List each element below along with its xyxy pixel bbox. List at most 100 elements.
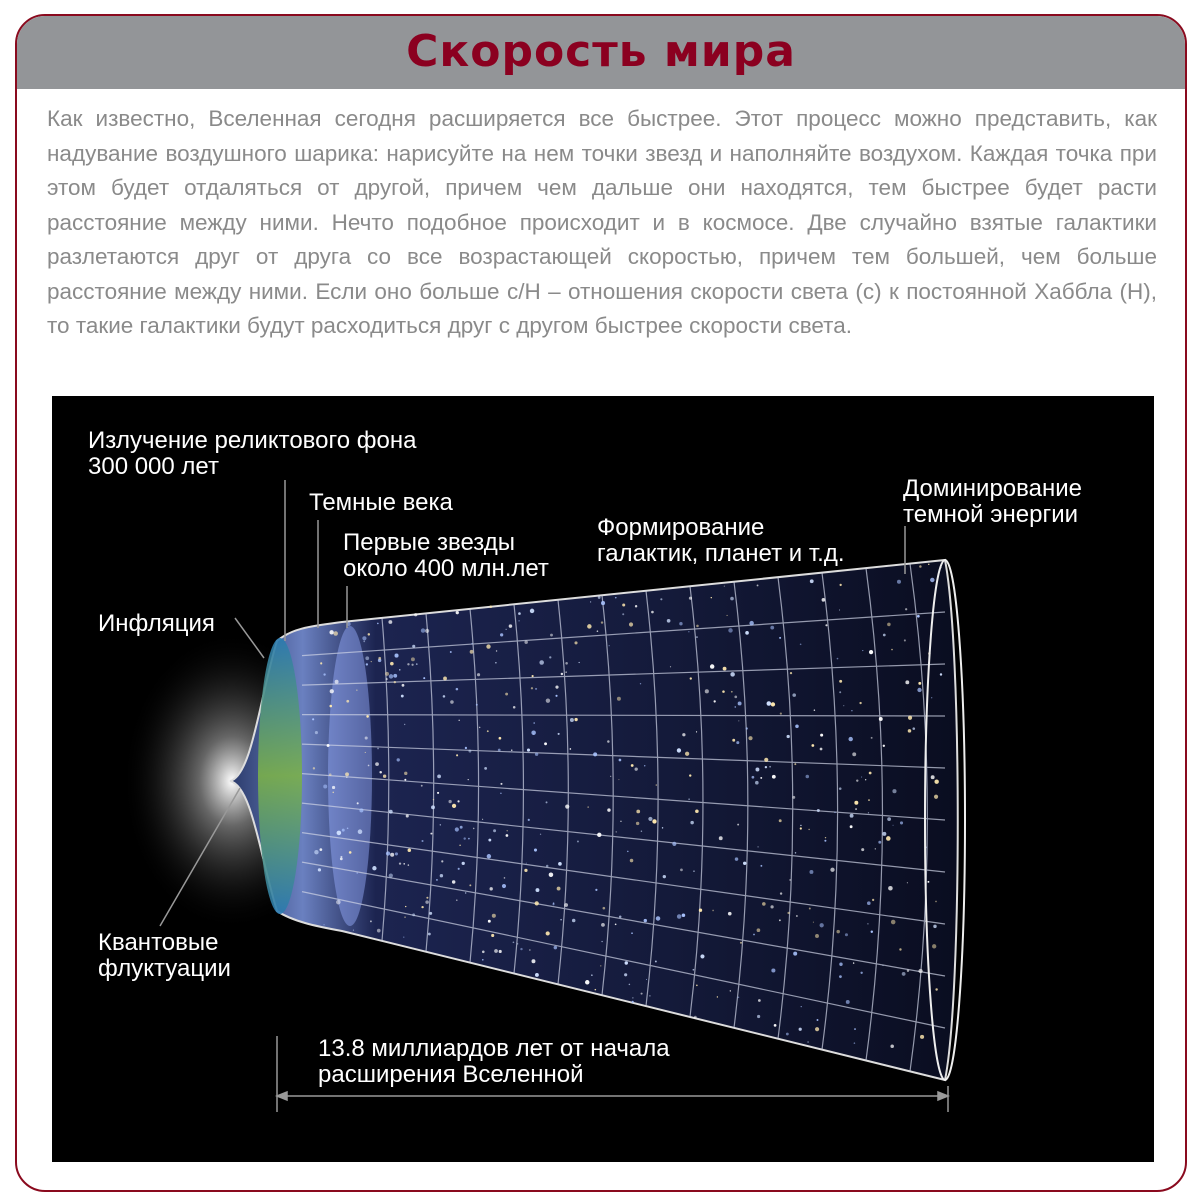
star: [718, 836, 723, 841]
first-stars-label: Первые звезды около 400 млн.лет: [343, 530, 549, 582]
star: [809, 869, 814, 874]
star: [616, 696, 621, 701]
star: [918, 968, 923, 974]
star: [927, 880, 930, 883]
arrowheads: [274, 1090, 951, 1102]
star: [745, 630, 749, 635]
star: [364, 736, 368, 740]
star: [839, 975, 842, 979]
star: [816, 1019, 819, 1021]
star: [574, 717, 578, 722]
star: [394, 653, 399, 658]
star: [601, 922, 605, 927]
star: [874, 848, 876, 850]
star: [382, 774, 387, 778]
star: [377, 658, 382, 663]
star: [488, 838, 492, 842]
cmb-label: Излучение реликтового фона 300 000 лет: [88, 428, 416, 480]
star: [459, 844, 461, 847]
star: [632, 997, 634, 999]
star: [400, 694, 404, 698]
star: [771, 968, 776, 973]
star: [364, 751, 366, 753]
star: [478, 726, 481, 729]
star: [378, 656, 382, 660]
star: [635, 821, 640, 826]
star: [916, 614, 920, 618]
star: [367, 764, 370, 767]
star: [710, 596, 712, 599]
star: [412, 644, 416, 648]
star: [799, 643, 802, 646]
star: [441, 860, 444, 863]
star: [779, 636, 782, 639]
star: [508, 624, 513, 628]
star: [734, 706, 737, 708]
star: [624, 961, 628, 965]
star: [475, 703, 478, 706]
star: [560, 918, 562, 921]
star: [512, 941, 515, 944]
star: [365, 663, 369, 666]
star: [359, 808, 364, 813]
star: [928, 563, 930, 565]
star: [907, 729, 912, 733]
star: [935, 988, 938, 991]
star: [737, 996, 740, 999]
star: [756, 928, 761, 933]
star: [849, 813, 854, 818]
star: [859, 701, 862, 705]
star: [404, 916, 406, 918]
star: [467, 778, 469, 781]
star: [576, 840, 579, 843]
star: [564, 903, 569, 907]
timespan-label-line2: расширения Вселенной: [318, 1061, 584, 1088]
star: [757, 999, 761, 1002]
star: [891, 648, 893, 651]
star: [331, 785, 336, 790]
star: [498, 949, 502, 954]
star: [533, 848, 538, 852]
star: [795, 724, 799, 729]
star: [890, 1044, 894, 1048]
star: [482, 818, 484, 820]
star: [649, 995, 651, 997]
star: [696, 624, 699, 628]
star: [329, 689, 334, 694]
star: [865, 779, 867, 781]
star: [730, 596, 734, 601]
star: [487, 919, 491, 923]
galaxies-label: Формирование галактик, планет и т.д.: [597, 515, 845, 567]
star: [458, 719, 460, 722]
star: [800, 1005, 802, 1008]
star: [464, 746, 468, 750]
star: [770, 625, 775, 630]
cmb-surface: [258, 638, 302, 914]
star: [356, 872, 359, 874]
star: [548, 872, 554, 877]
star: [457, 867, 460, 870]
star: [464, 892, 467, 894]
star: [396, 758, 400, 762]
star: [323, 924, 325, 926]
star: [661, 827, 664, 829]
star: [372, 866, 377, 871]
star: [587, 806, 589, 808]
star: [569, 748, 572, 750]
star: [346, 622, 351, 626]
star: [601, 940, 603, 943]
star: [685, 751, 690, 756]
star: [553, 945, 558, 950]
star: [535, 973, 539, 977]
star: [385, 671, 389, 676]
grid-ring: [601, 595, 614, 996]
star: [737, 701, 742, 706]
star: [853, 1042, 856, 1044]
star: [933, 794, 939, 799]
star: [662, 874, 666, 879]
quantum-leader-line: [159, 787, 241, 927]
star: [807, 1041, 809, 1043]
star: [494, 949, 498, 953]
star: [495, 662, 497, 664]
star: [339, 857, 343, 861]
